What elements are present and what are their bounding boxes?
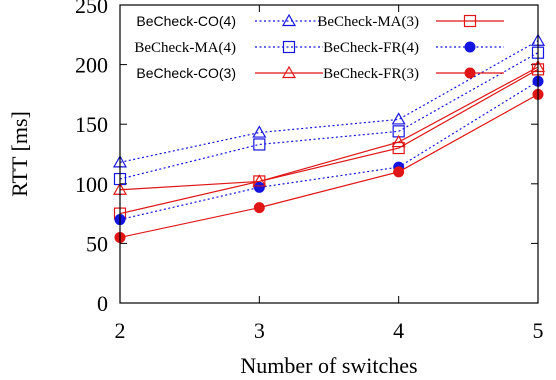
legend-marker: [282, 40, 296, 54]
y-axis-label: RTT [ms]: [7, 111, 32, 197]
legend-label: BeCheck-CO(4): [136, 13, 236, 29]
y-tick-label: 150: [75, 112, 108, 137]
x-axis-label: Number of switches: [240, 353, 417, 378]
legend-label: BeCheck-MA(4): [134, 40, 236, 56]
y-tick-label: 0: [97, 291, 108, 316]
plot-frame: [119, 4, 539, 304]
series-line: [119, 80, 539, 221]
data-point: [391, 134, 406, 148]
x-tick-label: 5: [533, 318, 544, 343]
y-tick-label: 200: [75, 53, 108, 78]
data-point: [253, 138, 266, 151]
legend: BeCheck-CO(4) BeCheck-MA(3) BeCheck-MA(4) B…: [134, 13, 504, 82]
legend-marker: [464, 41, 476, 53]
legend-label: BeCheck-FR(4): [323, 40, 419, 56]
x-tick-label: 3: [254, 318, 265, 343]
series-1: [113, 63, 545, 220]
data-point: [253, 181, 265, 193]
data-point: [393, 166, 405, 178]
y-tick-label: 50: [86, 231, 108, 256]
legend-label: BeCheck-MA(3): [317, 14, 419, 30]
legend-marker: [281, 13, 297, 27]
y-tick-label: 250: [75, 0, 108, 18]
series-line: [119, 66, 539, 191]
series-5: [114, 88, 544, 243]
x-tick-label: 4: [393, 318, 404, 343]
legend-marker: [281, 65, 297, 79]
data-point: [252, 125, 267, 138]
data-point: [253, 202, 265, 214]
y-tick-label: 100: [75, 172, 108, 197]
series-line: [119, 40, 539, 163]
data-point: [252, 174, 267, 187]
legend-label: BeCheck-FR(3): [323, 66, 419, 82]
legend-marker: [463, 14, 477, 28]
series-line: [119, 93, 539, 239]
data-point: [391, 112, 406, 125]
legend-marker: [464, 67, 476, 79]
series-line: [119, 68, 539, 215]
legend-label: BeCheck-CO(3): [136, 65, 236, 81]
x-tick-label: 2: [115, 318, 126, 343]
